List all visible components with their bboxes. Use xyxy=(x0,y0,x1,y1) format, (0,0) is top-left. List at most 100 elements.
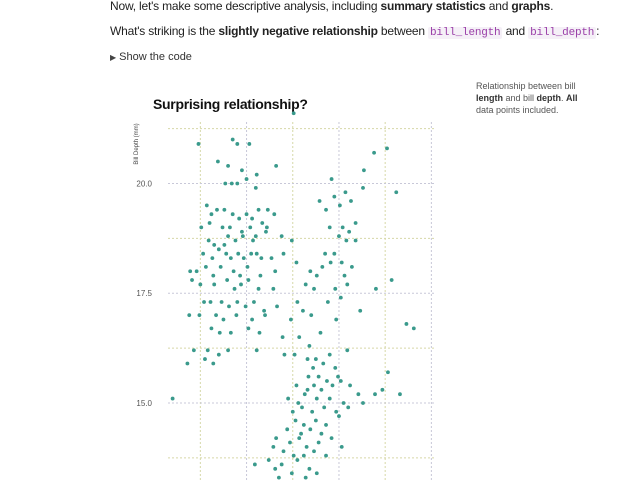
data-point xyxy=(307,344,312,348)
data-point xyxy=(216,352,221,357)
data-point xyxy=(198,282,203,287)
data-point xyxy=(265,207,270,212)
relationship-text: : xyxy=(596,24,600,38)
data-point xyxy=(281,251,286,256)
data-point xyxy=(317,199,322,203)
data-point xyxy=(256,207,261,212)
data-point xyxy=(199,225,204,230)
data-point xyxy=(249,251,254,256)
caption-text: data points included. xyxy=(476,105,559,115)
data-point xyxy=(308,269,313,274)
data-point xyxy=(209,326,214,331)
caption-text: . xyxy=(561,93,567,103)
data-point xyxy=(264,229,268,234)
intro-text: and xyxy=(485,0,512,13)
data-point xyxy=(222,243,227,247)
data-point xyxy=(243,304,248,309)
data-point xyxy=(229,181,234,186)
show-code-label[interactable]: Show the code xyxy=(119,51,192,63)
data-point xyxy=(320,264,325,269)
data-point xyxy=(211,361,216,366)
data-point xyxy=(230,212,235,217)
data-point xyxy=(232,286,237,291)
data-point xyxy=(325,379,329,383)
data-point xyxy=(274,164,279,168)
data-point xyxy=(226,164,230,168)
data-point xyxy=(328,260,333,265)
intro-text: Now, let's make some descriptive analysi… xyxy=(110,0,381,13)
data-point xyxy=(312,286,316,291)
data-point xyxy=(215,207,219,212)
data-point xyxy=(282,352,287,357)
data-point xyxy=(333,365,338,370)
data-point xyxy=(271,444,276,449)
data-point xyxy=(301,308,305,313)
data-point xyxy=(313,357,318,361)
y-tick-label: 20.0 xyxy=(136,179,152,188)
data-point xyxy=(334,317,339,322)
data-point xyxy=(264,225,269,230)
data-point xyxy=(346,405,351,410)
disclosure-triangle-icon[interactable]: ▶ xyxy=(110,53,117,62)
data-point xyxy=(222,207,227,212)
data-point xyxy=(212,282,217,287)
chart-title: Surprising relationship? xyxy=(153,96,308,112)
data-point xyxy=(279,462,284,467)
data-point xyxy=(226,234,230,239)
data-point xyxy=(256,286,261,291)
data-point xyxy=(289,238,294,243)
data-point xyxy=(252,300,256,304)
data-point xyxy=(262,308,267,313)
data-point xyxy=(285,427,290,432)
relationship-bold: slightly negative relationship xyxy=(218,24,378,38)
data-point xyxy=(228,225,232,230)
relationship-text: between xyxy=(377,24,429,38)
relationship-text: and xyxy=(502,24,529,38)
data-point xyxy=(295,458,300,462)
data-point xyxy=(411,326,416,331)
data-point xyxy=(276,475,281,480)
data-point xyxy=(334,409,339,414)
data-point xyxy=(253,234,258,239)
data-point xyxy=(322,405,327,410)
data-point xyxy=(302,392,307,397)
data-point xyxy=(316,440,321,445)
data-point xyxy=(350,264,354,269)
data-point xyxy=(219,300,224,304)
data-point xyxy=(206,238,211,243)
data-point xyxy=(342,273,347,278)
data-point xyxy=(259,256,264,260)
data-point xyxy=(214,313,218,318)
data-point xyxy=(295,300,300,304)
data-point xyxy=(187,313,192,318)
data-point xyxy=(356,392,361,397)
data-point xyxy=(339,260,344,265)
y-tick-label: 15.0 xyxy=(136,399,152,408)
data-point xyxy=(361,401,365,405)
data-point xyxy=(333,286,338,291)
code-bill-depth: bill_depth xyxy=(528,27,597,39)
data-point xyxy=(203,357,207,361)
data-point xyxy=(263,313,267,318)
data-point xyxy=(343,190,348,195)
data-point xyxy=(281,449,286,454)
data-point xyxy=(208,300,213,304)
show-code-toggle[interactable]: ▶ Show the code xyxy=(110,51,192,63)
data-point xyxy=(286,396,291,401)
caption-text: Relationship between bill xyxy=(476,81,576,91)
data-point xyxy=(323,251,328,256)
data-point xyxy=(228,256,233,260)
data-point xyxy=(221,317,226,322)
relationship-paragraph: What's striking is the slightly negative… xyxy=(110,24,600,39)
data-point xyxy=(188,269,193,274)
caption-text: and bill xyxy=(503,93,537,103)
data-point xyxy=(216,247,221,252)
data-point xyxy=(293,418,298,423)
data-point xyxy=(374,286,378,291)
data-point xyxy=(238,273,242,278)
data-point xyxy=(272,212,277,217)
data-point xyxy=(314,471,319,476)
data-point xyxy=(190,278,194,282)
data-point xyxy=(332,194,337,199)
